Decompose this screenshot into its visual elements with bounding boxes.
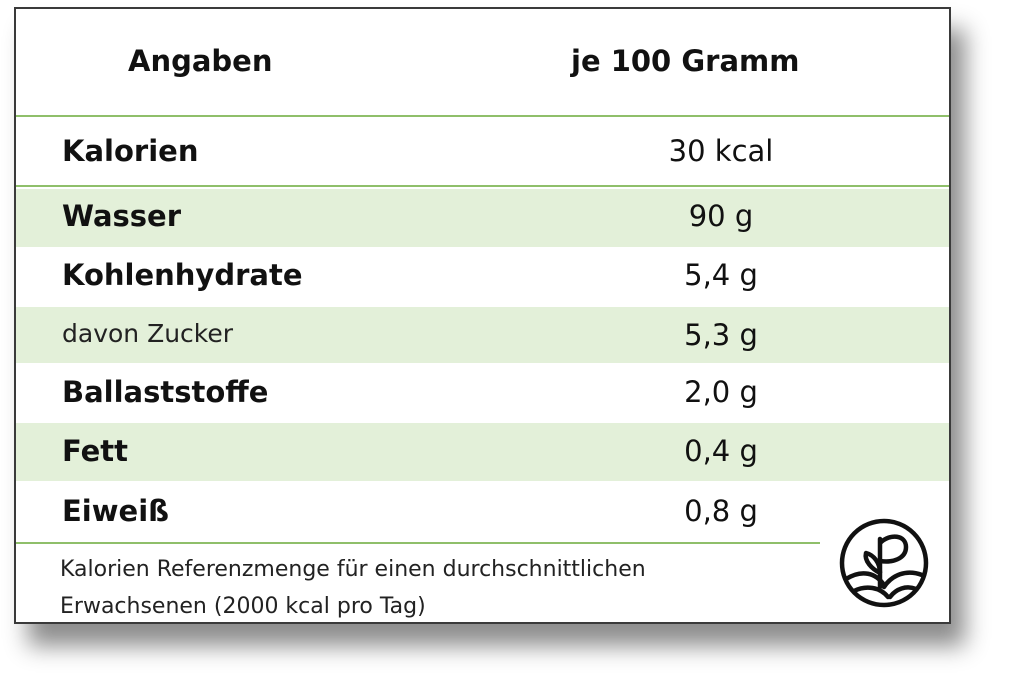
table-row-fett: Fett 0,4 g — [16, 423, 949, 481]
table-header: Angaben je 100 Gramm — [16, 9, 949, 117]
row-value: 5,4 g — [684, 258, 758, 292]
footer-divider — [16, 542, 820, 544]
row-label: Eiweiß — [62, 494, 170, 528]
nutrition-card: Angaben je 100 Gramm Kalorien 30 kcal Wa… — [14, 7, 951, 624]
footnote-line-2: Erwachsenen (2000 kcal pro Tag) — [60, 594, 426, 619]
footnote: Kalorien Referenzmenge für einen durchsc… — [60, 551, 780, 622]
row-value: 0,8 g — [684, 494, 758, 528]
row-value: 2,0 g — [684, 375, 758, 409]
row-label: Kohlenhydrate — [62, 258, 303, 292]
plant-sprout-logo-icon — [839, 518, 929, 608]
row-label: Kalorien — [62, 134, 199, 168]
header-col-per-100g: je 100 Gramm — [571, 44, 800, 78]
row-label: Ballaststoffe — [62, 375, 269, 409]
table-row-eiweiss: Eiweiß 0,8 g — [16, 481, 949, 541]
row-label: Fett — [62, 434, 129, 468]
table-row-kohlenhydrate: Kohlenhydrate 5,4 g — [16, 247, 949, 307]
header-col-angaben: Angaben — [128, 44, 273, 78]
table-row-ballaststoffe: Ballaststoffe 2,0 g — [16, 363, 949, 423]
table-row-davon-zucker: davon Zucker 5,3 g — [16, 307, 949, 363]
table-row-wasser: Wasser 90 g — [16, 189, 949, 247]
footnote-line-1: Kalorien Referenzmenge für einen durchsc… — [60, 557, 646, 582]
row-value: 90 g — [688, 199, 754, 233]
row-value: 30 kcal — [668, 134, 774, 168]
table-row-kalorien: Kalorien 30 kcal — [16, 117, 949, 187]
row-value: 5,3 g — [684, 318, 758, 352]
row-value: 0,4 g — [684, 434, 758, 468]
row-label: davon Zucker — [62, 319, 234, 348]
row-label: Wasser — [62, 199, 182, 233]
